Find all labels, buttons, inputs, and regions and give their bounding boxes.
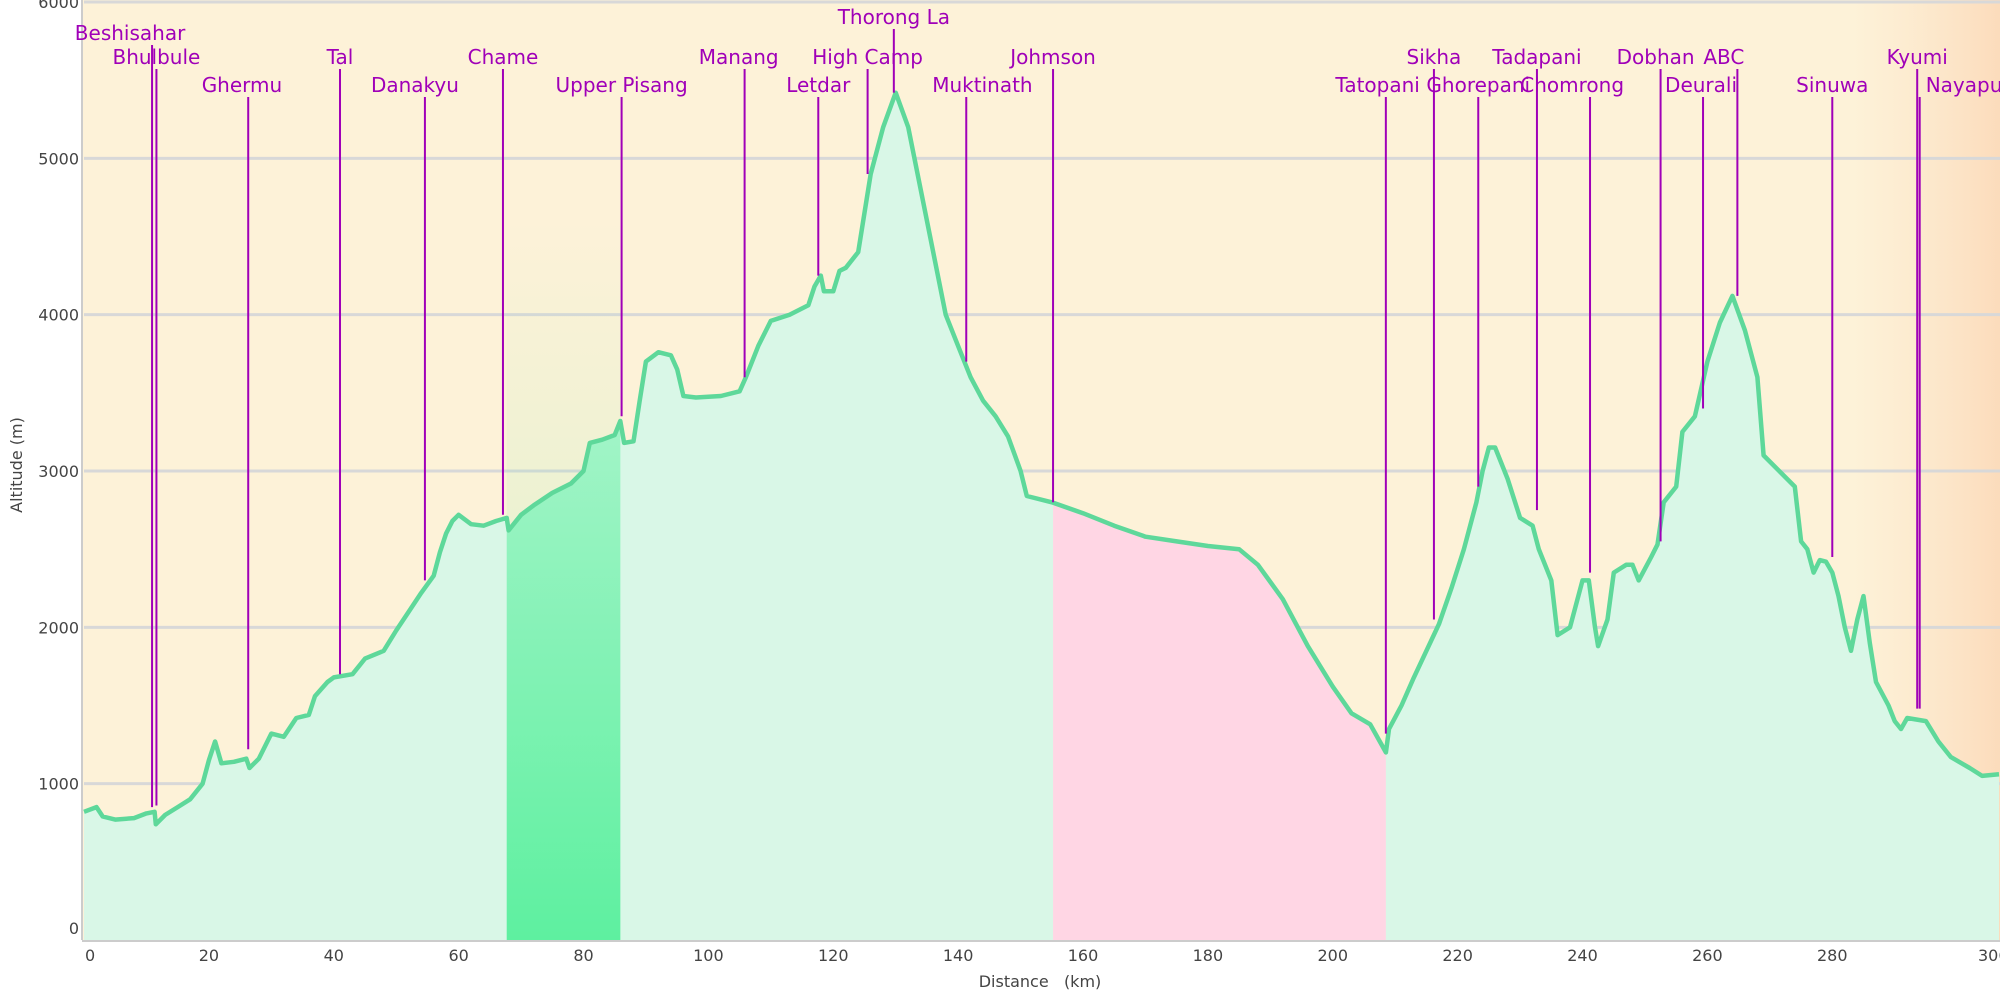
y-tick-label-4000: 4000	[38, 306, 79, 325]
waypoint-label: Deurali	[1665, 73, 1737, 97]
waypoint-label: Sinuwa	[1796, 73, 1868, 97]
waypoint-label: Manang	[699, 45, 779, 69]
waypoint-label: Upper Pisang	[556, 73, 688, 97]
waypoint-danakyu: Danakyu	[371, 73, 459, 581]
x-tick-label-280: 280	[1817, 946, 1848, 965]
x-tick-label-0: 0	[85, 946, 95, 965]
waypoint-chomrong: Chomrong	[1520, 73, 1624, 573]
elevation-line	[83, 90, 2000, 827]
waypoint-label: ABC	[1703, 45, 1744, 69]
y-tick-label-6000: 6000	[38, 0, 79, 12]
waypoint-label: Sikha	[1407, 45, 1462, 69]
x-tick-label-160: 160	[1068, 946, 1099, 965]
waypoint-sikha: Sikha	[1407, 45, 1462, 620]
x-tick-label-120: 120	[818, 946, 849, 965]
waypoint-label: Thorong La	[837, 5, 950, 29]
waypoint-label: Muktinath	[932, 73, 1032, 97]
x-tick-label-60: 60	[448, 946, 468, 965]
y-tick-label-0: 0	[69, 919, 79, 938]
x-tick-label-80: 80	[573, 946, 593, 965]
waypoint-label: Dobhan	[1617, 45, 1695, 69]
waypoint-tadapani: Tadapani	[1491, 45, 1582, 511]
waypoint-muktinath: Muktinath	[932, 73, 1033, 362]
waypoint-johmson: Johmson	[1008, 45, 1096, 503]
waypoint-label: Letdar	[786, 73, 851, 97]
waypoint-deurali: Deurali	[1665, 73, 1737, 409]
waypoint-thorong-la: Thorong La	[837, 5, 950, 93]
x-tick-label-180: 180	[1193, 946, 1224, 965]
y-tick-label-2000: 2000	[38, 618, 79, 637]
waypoint-letdar: Letdar	[786, 73, 851, 276]
waypoint-abc: ABC	[1703, 45, 1744, 296]
x-tick-label-40: 40	[324, 946, 344, 965]
waypoint-label: Ghermu	[202, 73, 283, 97]
waypoint-label: Danakyu	[371, 73, 459, 97]
x-tick-label-20: 20	[199, 946, 219, 965]
y-tick-label-5000: 5000	[38, 149, 79, 168]
y-axis-title: Altitude (m)	[7, 417, 26, 513]
waypoint-sinuwa: Sinuwa	[1796, 73, 1868, 557]
waypoint-label: Nayapul	[1926, 73, 2000, 97]
waypoint-label: Tatopani	[1334, 73, 1419, 97]
waypoint-label: Ghorepani	[1426, 73, 1530, 97]
waypoint-beshisahar: Beshisahar	[75, 21, 186, 808]
x-tick-label-140: 140	[943, 946, 974, 965]
waypoint-upper-pisang: Upper Pisang	[556, 73, 688, 417]
waypoint-label: Kyumi	[1887, 45, 1948, 69]
y-tick-label-3000: 3000	[38, 462, 79, 481]
x-tick-label-200: 200	[1318, 946, 1349, 965]
waypoint-tal: Tal	[326, 45, 354, 675]
waypoint-chame: Chame	[468, 45, 539, 515]
waypoint-manang: Manang	[699, 45, 779, 378]
x-tick-label-306.7: 306.7	[1978, 946, 2000, 965]
waypoint-kyumi: Kyumi	[1887, 45, 1948, 709]
x-axis-title: Distance (km)	[979, 972, 1102, 991]
waypoint-ghorepani: Ghorepani	[1426, 73, 1530, 487]
y-tick-label-1000: 1000	[38, 775, 79, 794]
waypoint-bhulbule: Bhulbule	[112, 45, 200, 806]
x-tick-label-260: 260	[1692, 946, 1723, 965]
x-tick-label-220: 220	[1442, 946, 1473, 965]
waypoint-label: Bhulbule	[112, 45, 200, 69]
waypoint-high-camp: High Camp	[812, 45, 923, 174]
axes: 0 1000 2000 3000 4000 5000 6000 0 20 40 60 80 100 120…	[38, 0, 2000, 965]
waypoint-nayapul: Nayapul	[1918, 73, 2000, 709]
waypoint-label: Chomrong	[1520, 73, 1624, 97]
waypoint-tatopani: Tatopani	[1334, 73, 1420, 734]
x-tick-label-100: 100	[693, 946, 724, 965]
waypoint-label: Tadapani	[1491, 45, 1581, 69]
waypoint-ghermu: Ghermu	[202, 73, 283, 750]
waypoint-dobhan: Dobhan	[1617, 45, 1695, 542]
x-tick-label-240: 240	[1567, 946, 1598, 965]
waypoint-label: Beshisahar	[75, 21, 186, 45]
waypoint-label: Chame	[468, 45, 539, 69]
waypoint-label: High Camp	[812, 45, 923, 69]
waypoint-label: Johmson	[1008, 45, 1096, 69]
waypoint-label: Tal	[326, 45, 354, 69]
